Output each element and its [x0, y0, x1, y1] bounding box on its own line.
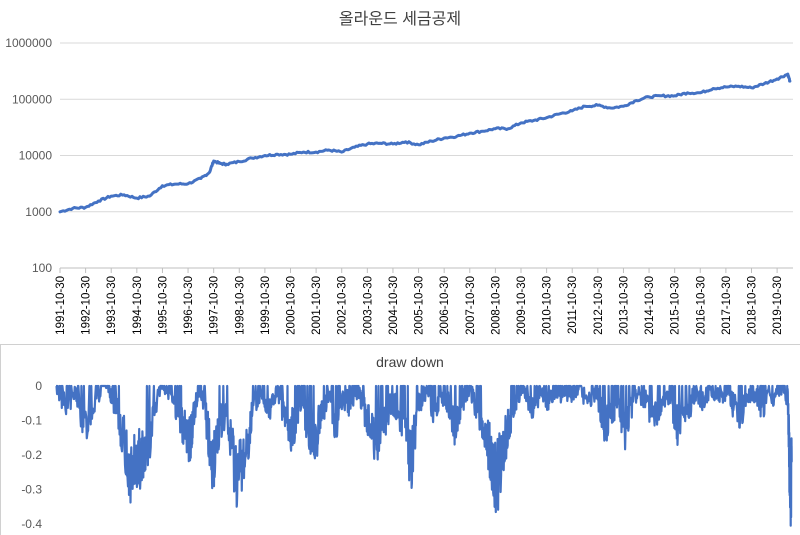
main-x-tick-label: 2019-10-30	[772, 276, 784, 335]
main-x-tick-label: 2000-10-30	[285, 276, 297, 335]
main-x-tick-label: 2009-10-30	[516, 276, 528, 335]
main-x-tick-label: 2010-10-30	[542, 276, 554, 335]
drawdown-y-tick-label: -0.4	[21, 517, 42, 531]
main-x-tick-label: 1993-10-30	[106, 276, 118, 335]
main-y-tick-label: 1000	[25, 205, 52, 219]
main-y-tick-label: 100000	[12, 92, 52, 106]
main-x-tick-label: 2016-10-30	[695, 276, 707, 335]
main-x-tick-label: 1997-10-30	[209, 276, 221, 335]
main-y-tick-label: 1000000	[5, 36, 52, 50]
main-x-tick-label: 2006-10-30	[439, 276, 451, 335]
drawdown-y-tick-label: -0.2	[21, 448, 42, 462]
main-x-tick-label: 2007-10-30	[465, 276, 477, 335]
main-x-tick-label: 2004-10-30	[388, 276, 400, 335]
drawdown-chart-y-axis: 0 -0.1 -0.2 -0.3 -0.4	[21, 379, 42, 531]
main-x-tick-label: 2018-10-30	[746, 276, 758, 335]
main-x-tick-label: 2015-10-30	[670, 276, 682, 335]
main-chart-title: 올라운드 세금공제	[339, 10, 461, 28]
main-x-tick-label: 2002-10-30	[337, 276, 349, 335]
main-x-tick-label: 1992-10-30	[81, 276, 93, 335]
drawdown-chart-series-line	[55, 384, 793, 527]
drawdown-chart-title: draw down	[376, 354, 444, 370]
drawdown-y-tick-label: -0.3	[21, 483, 42, 497]
main-y-tick-label: 10000	[19, 149, 53, 163]
drawdown-y-tick-label: -0.1	[21, 414, 42, 428]
main-x-tick-label: 1998-10-30	[234, 276, 246, 335]
main-x-tick-label: 2017-10-30	[721, 276, 733, 335]
main-chart-x-axis: 1991-10-30 1992-10-30 1993-10-30 1994-10-30…	[55, 268, 784, 335]
main-x-tick-label: 1995-10-30	[157, 276, 169, 335]
main-x-tick-label: 1991-10-30	[55, 276, 67, 335]
main-x-tick-label: 1996-10-30	[183, 276, 195, 335]
main-x-tick-label: 2011-10-30	[567, 276, 579, 334]
main-x-tick-label: 2005-10-30	[414, 276, 426, 335]
main-x-tick-label: 1994-10-30	[132, 276, 144, 335]
main-chart-gridlines	[60, 42, 793, 269]
main-x-tick-label: 2008-10-30	[490, 276, 502, 335]
main-x-tick-label: 2003-10-30	[362, 276, 374, 335]
main-chart-background	[0, 0, 800, 343]
main-x-tick-label: 2013-10-30	[618, 276, 630, 335]
main-y-tick-label: 100	[32, 261, 52, 275]
main-x-tick-label: 1999-10-30	[260, 276, 272, 335]
main-chart-series-line	[58, 72, 792, 214]
drawdown-y-tick-label: 0	[35, 379, 42, 393]
main-x-tick-label: 2001-10-30	[311, 276, 323, 335]
main-x-tick-label: 2014-10-30	[644, 276, 656, 335]
main-x-tick-label: 2012-10-30	[593, 276, 605, 335]
main-chart-y-axis: 100 1000 10000 100000 1000000	[5, 36, 52, 275]
